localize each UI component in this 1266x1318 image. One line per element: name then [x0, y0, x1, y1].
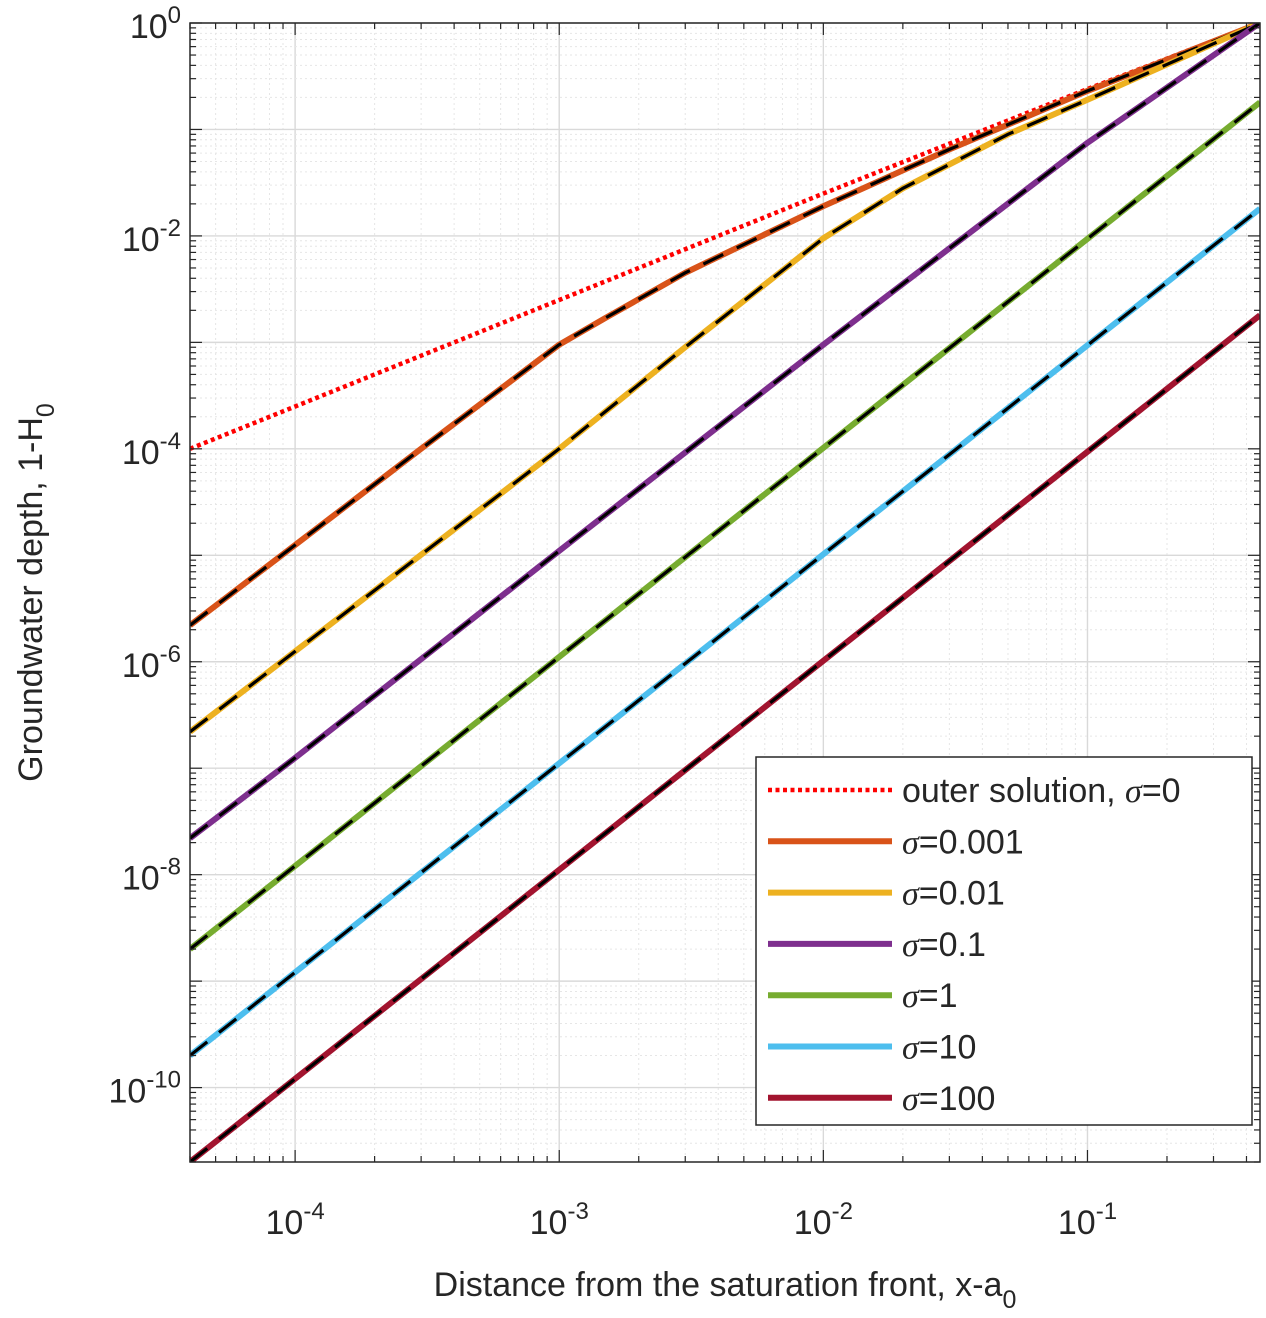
x-axis-label-text: Distance from the saturation front, x-a [434, 1266, 1003, 1304]
y-tick-label: 10-4 [122, 428, 181, 472]
y-tick-label: 100 [130, 2, 181, 46]
series-dashed-overlay-2 [190, 23, 1260, 734]
legend-label-2: σ=0.01 [902, 875, 1005, 913]
x-tick-label: 10-3 [530, 1198, 589, 1242]
x-tick-label: 10-4 [266, 1198, 325, 1242]
y-tick-label: 10-8 [122, 854, 181, 898]
x-tick-label: 10-1 [1058, 1198, 1117, 1242]
legend-label-3: σ=0.1 [902, 926, 986, 964]
legend-label-0: outer solution, σ=0 [902, 772, 1181, 810]
axis-ticks [189, 22, 1260, 1163]
y-axis-label-text: Groundwater depth, 1-H [12, 417, 50, 782]
y-axis-label-subscript: 0 [32, 403, 60, 417]
series-dashed-overlay-4 [190, 101, 1260, 951]
plot-area-frame [189, 22, 1261, 1163]
legend-label-1: σ=0.001 [902, 823, 1024, 861]
series-dashed-overlay-1 [190, 23, 1260, 627]
y-tick-label: 10-2 [122, 215, 181, 259]
y-axis-label: Groundwater depth, 1-H0 [12, 403, 60, 782]
series-dashed-overlay-6 [190, 313, 1260, 1162]
legend: outer solution, σ=0 σ=0.001 σ=0.01 σ=0.1 σ=1… [755, 756, 1253, 1126]
legend-label-4: σ=1 [902, 977, 958, 1015]
legend-label-5: σ=10 [902, 1029, 976, 1067]
x-axis-label-subscript: 0 [1002, 1286, 1016, 1314]
tick-labels: 10-4 10-3 10-2 10-1 100 10-2 10-4 10-6 10-8 10-10 [108, 2, 1117, 1242]
x-axis-label: Distance from the saturation front, x-a0 [434, 1266, 1017, 1314]
legend-label-6: σ=100 [902, 1080, 995, 1118]
y-tick-label: 10-6 [122, 641, 181, 685]
series-group [190, 23, 1260, 1162]
series-dashed-overlay-3 [190, 23, 1260, 840]
y-tick-label: 10-10 [108, 1067, 181, 1111]
series-dashed-overlay-5 [190, 207, 1260, 1057]
x-tick-label: 10-2 [794, 1198, 853, 1242]
